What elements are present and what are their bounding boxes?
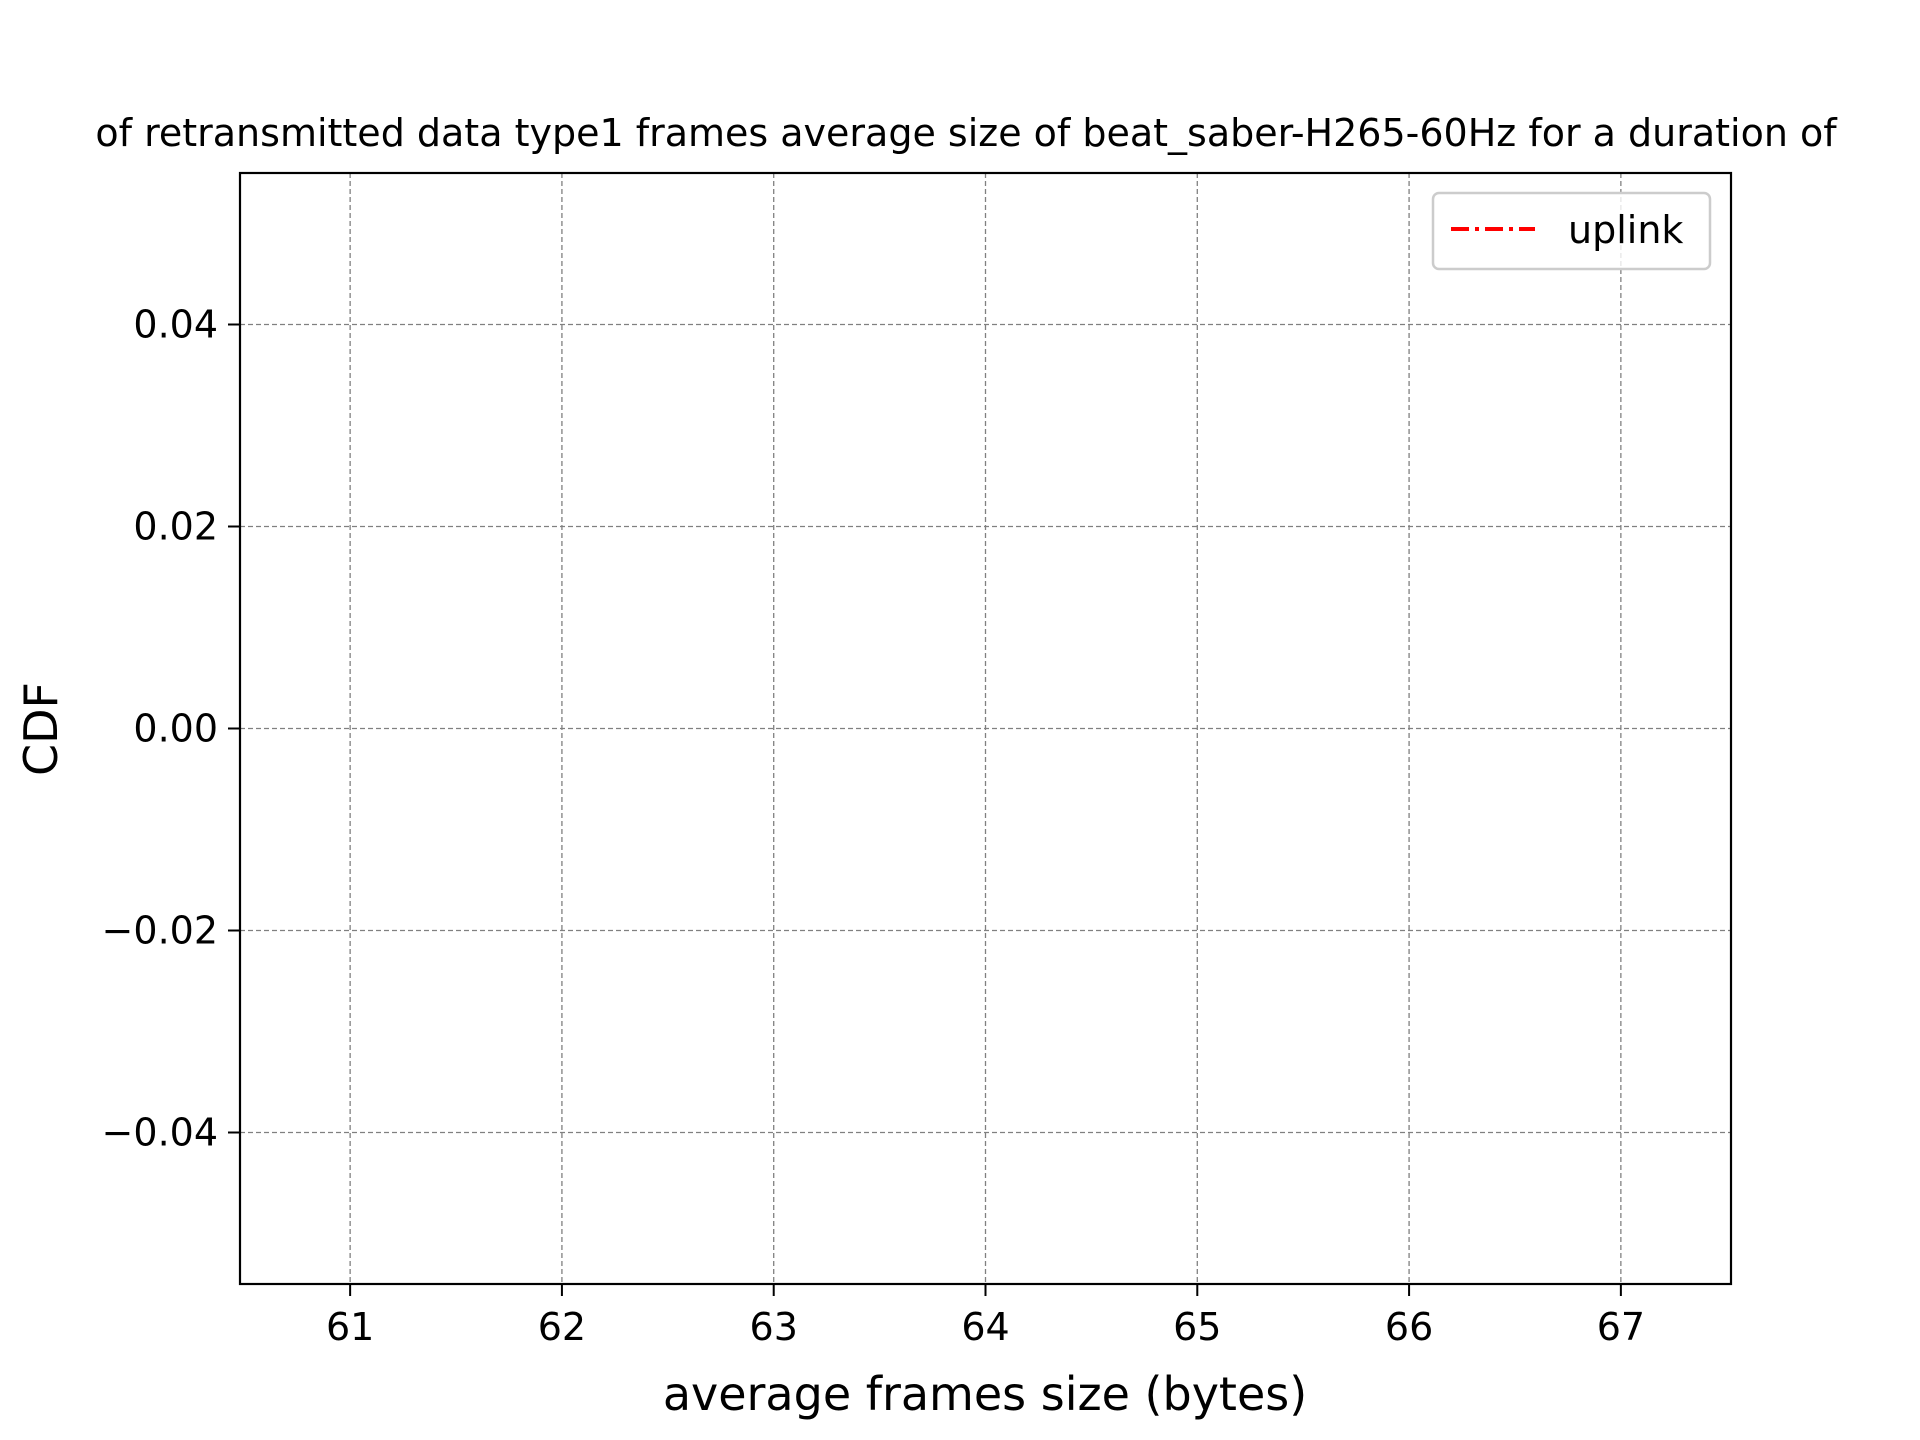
y-tick-label: −0.02 xyxy=(102,909,218,953)
x-tick-label: 64 xyxy=(961,1305,1009,1349)
grid xyxy=(240,173,1731,1284)
x-tick-label: 67 xyxy=(1597,1305,1645,1349)
y-tick-label: −0.04 xyxy=(102,1111,218,1155)
y-tick-label: 0.04 xyxy=(133,303,218,347)
x-tick-label: 65 xyxy=(1173,1305,1221,1349)
legend-box xyxy=(1431,191,1712,271)
y-tick-label: 0.00 xyxy=(133,707,218,751)
chart-title: of retransmitted data type1 frames avera… xyxy=(95,111,1838,155)
x-tick-label: 63 xyxy=(750,1305,798,1349)
legend-label-uplink: uplink xyxy=(1568,208,1683,252)
x-axis-ticks: 61 62 63 64 65 66 67 xyxy=(326,1284,1645,1349)
y-axis-ticks: −0.04 −0.02 0.00 0.02 0.04 xyxy=(102,303,240,1155)
x-tick-label: 61 xyxy=(326,1305,374,1349)
x-tick-label: 62 xyxy=(538,1305,586,1349)
legend: uplink xyxy=(1431,191,1712,271)
x-axis-label: average frames size (bytes) xyxy=(663,1367,1307,1421)
y-axis-label: CDF xyxy=(14,682,68,776)
y-tick-label: 0.02 xyxy=(133,505,218,549)
x-tick-label: 66 xyxy=(1385,1305,1433,1349)
